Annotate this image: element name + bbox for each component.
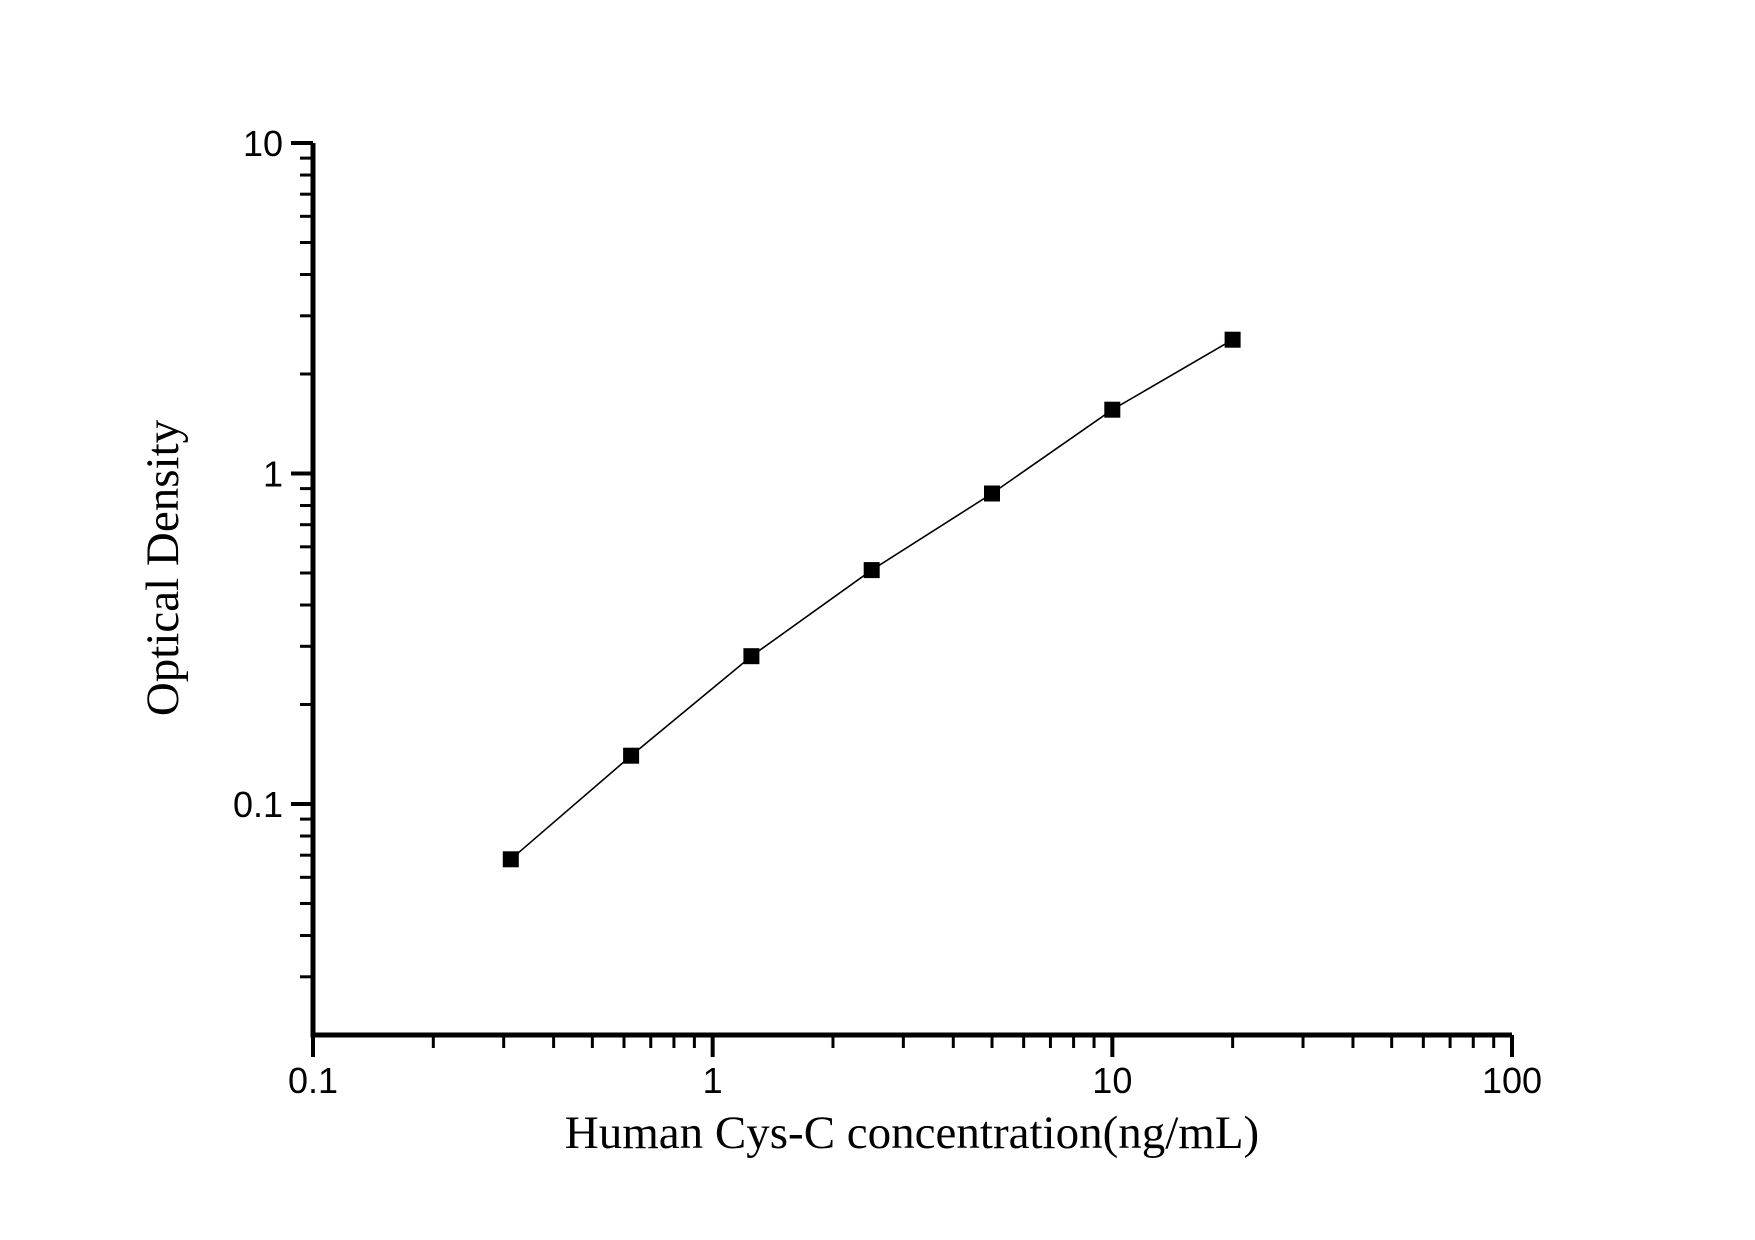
x-tick-label: 1 — [703, 1060, 723, 1101]
y-tick-label: 0.1 — [233, 784, 283, 825]
data-point-marker — [984, 485, 1000, 502]
data-point-marker — [1224, 331, 1241, 348]
data-point-marker — [1104, 401, 1121, 418]
data-series — [502, 331, 1241, 868]
axis-spine — [310, 143, 1512, 1038]
data-point-marker — [863, 562, 880, 579]
axes — [291, 141, 1514, 1057]
x-tick-label: 0.1 — [288, 1060, 338, 1101]
data-point-marker — [623, 747, 640, 764]
data-point-marker — [502, 851, 519, 868]
x-tick-label: 100 — [1482, 1060, 1542, 1101]
y-tick-label: 1 — [263, 453, 283, 494]
tick-labels: 0.1 1 10 100 10 1 0.1 — [233, 123, 1542, 1101]
data-point-marker — [743, 648, 760, 665]
y-tick-label: 10 — [243, 123, 283, 164]
curve-line — [510, 339, 1234, 860]
x-tick-label: 10 — [1092, 1060, 1132, 1101]
y-axis-title: Optical Density — [137, 419, 189, 716]
x-axis-title: Human Cys-C concentration(ng/mL) — [565, 1107, 1259, 1159]
